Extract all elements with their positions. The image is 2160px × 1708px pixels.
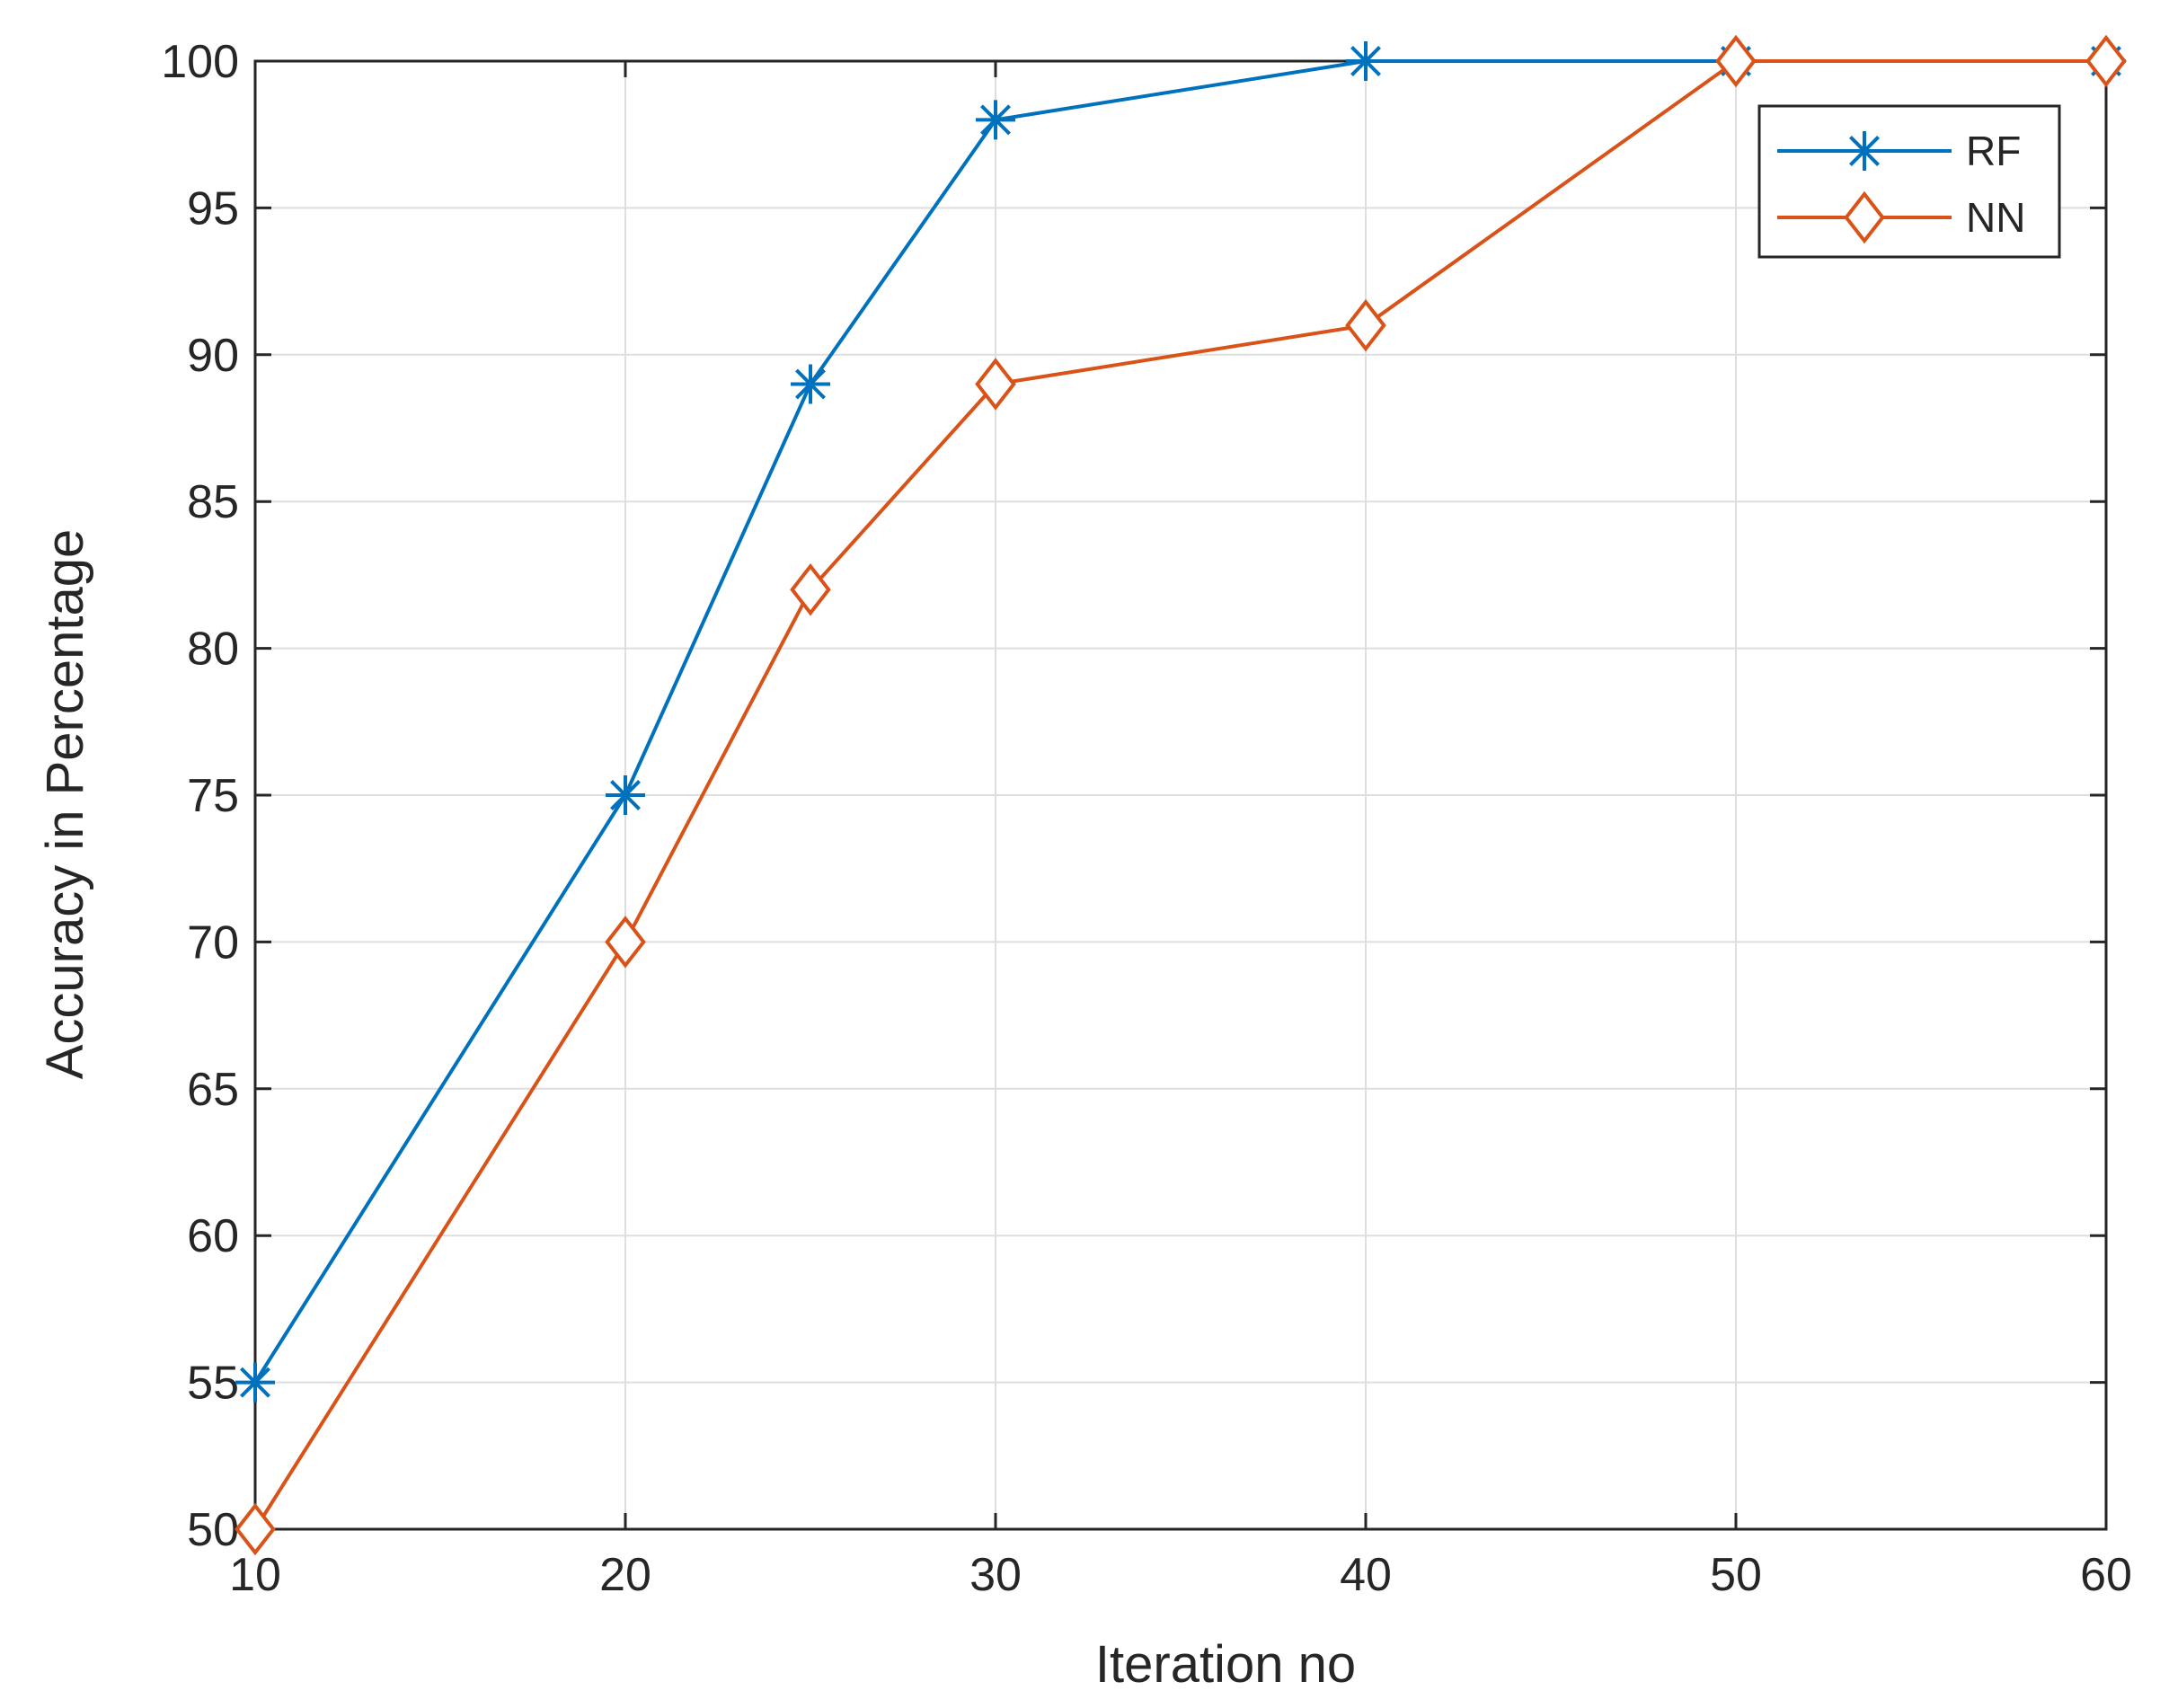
- x-tick-label: 60: [2080, 1549, 2132, 1601]
- data-point-nn: [790, 562, 831, 616]
- x-tick-label: 40: [1340, 1549, 1392, 1601]
- y-tick-label: 55: [187, 1358, 239, 1410]
- legend-box: [1757, 104, 2061, 259]
- axis-ticks: 10 20 30 40 50 60 50 55 60 65 70 75 80 85 90 95 100: [161, 36, 2132, 1601]
- data-point-rf: [791, 364, 830, 404]
- y-tick-label: 100: [161, 36, 239, 88]
- data-series: [235, 34, 2127, 1556]
- legend-marker: [1845, 131, 1884, 171]
- y-tick-label: 65: [187, 1064, 239, 1116]
- data-point-nn: [235, 1502, 276, 1556]
- x-tick-label: 50: [1710, 1549, 1762, 1601]
- data-point-rf: [235, 1362, 275, 1403]
- x-axis-title: Iteration no: [1095, 1635, 1356, 1694]
- data-point-nn: [2085, 34, 2127, 88]
- legend-label: NN: [1966, 194, 2025, 241]
- y-axis-title: Accuracy in Percentage: [36, 529, 94, 1080]
- y-tick-label: 70: [187, 916, 239, 969]
- axis-labels: Iteration no Accuracy in Percentage: [36, 529, 1356, 1694]
- data-point-nn: [1715, 34, 1757, 88]
- data-point-rf: [1346, 41, 1385, 81]
- legend-marker: [1844, 190, 1885, 244]
- data-point-nn: [605, 916, 646, 969]
- legend-entry-rf: RF: [1777, 128, 2021, 174]
- y-tick-label: 85: [187, 476, 239, 528]
- x-tick-label: 10: [229, 1549, 281, 1601]
- legend-entry-nn: NN: [1777, 190, 2025, 244]
- y-tick-label: 90: [187, 330, 239, 382]
- x-tick-label: 30: [969, 1549, 1022, 1601]
- data-point-nn: [975, 358, 1016, 411]
- legend: RF NN: [1757, 104, 2061, 259]
- series-nn: [235, 34, 2127, 1556]
- legend-label: RF: [1966, 128, 2021, 174]
- y-tick-label: 75: [187, 770, 239, 822]
- data-point-rf: [976, 100, 1015, 140]
- y-tick-label: 80: [187, 624, 239, 676]
- x-tick-label: 20: [599, 1549, 651, 1601]
- data-point-rf: [606, 775, 645, 815]
- data-point-nn: [1345, 298, 1386, 352]
- y-tick-label: 50: [187, 1504, 239, 1556]
- y-tick-label: 95: [187, 182, 239, 235]
- y-tick-label: 60: [187, 1210, 239, 1262]
